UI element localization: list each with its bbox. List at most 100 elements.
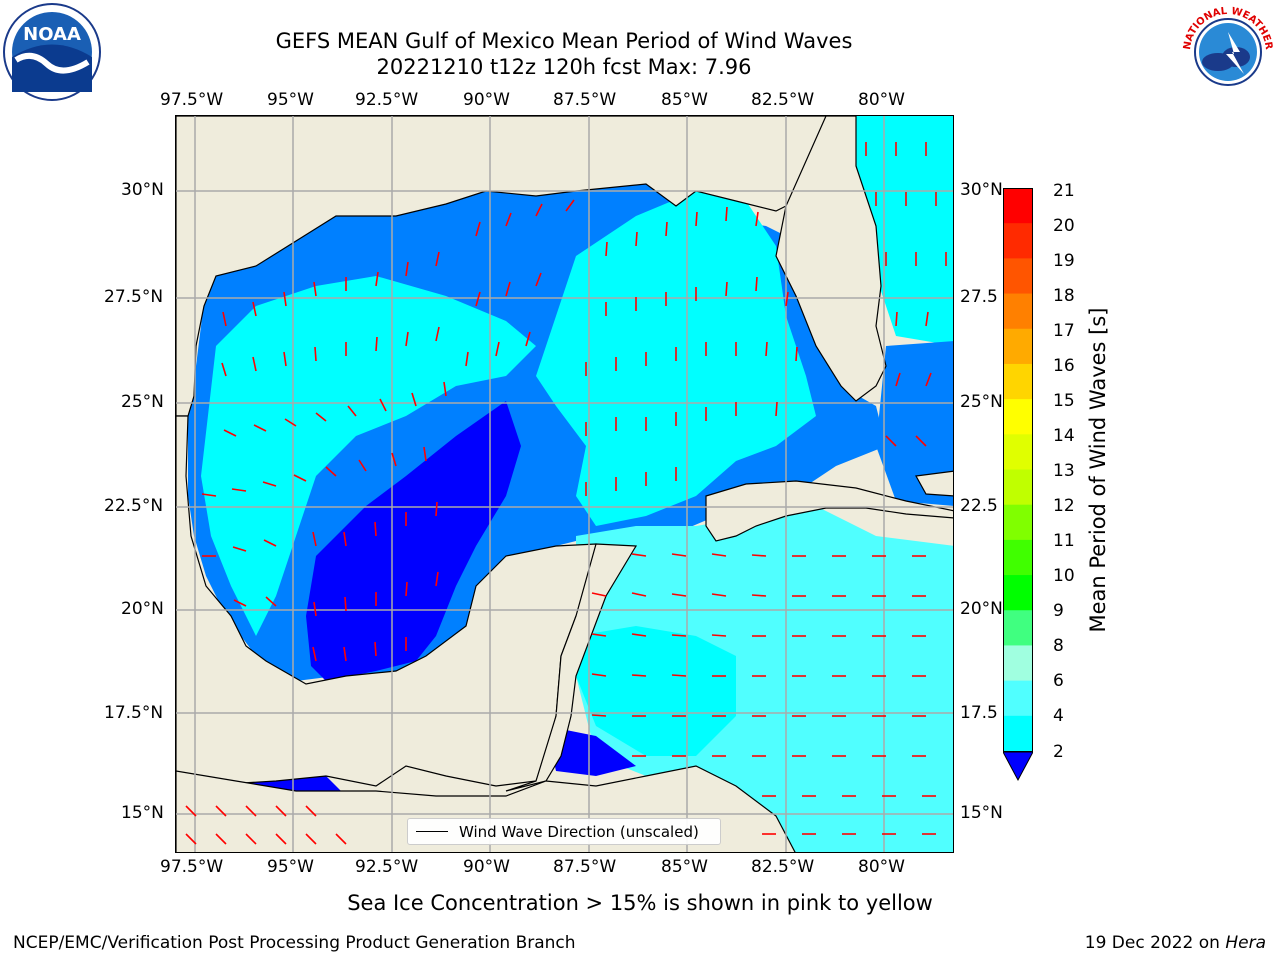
lon-label-top: 90°W (463, 90, 510, 110)
colorbar-tick: 20 (1053, 216, 1075, 236)
colorbar (1003, 188, 1033, 782)
colorbar-cell (1003, 434, 1033, 470)
gulf-arrows (201, 199, 575, 662)
colorbar-cell (1003, 293, 1033, 330)
pacific-arrows (185, 805, 347, 845)
lon-label-top: 82.5°W (751, 90, 815, 110)
colorbar-tick: 4 (1053, 706, 1064, 726)
lat-label-left: 30°N (121, 180, 164, 200)
wind-wave-arrows (185, 142, 947, 845)
land-cuba (705, 480, 953, 542)
lat-label-left: 15°N (121, 803, 164, 823)
lat-label-left: 25°N (121, 392, 164, 412)
caribbean-field-4-6 (576, 626, 736, 756)
lon-label-bottom: 80°W (858, 857, 905, 877)
colorbar-tick: 2 (1053, 742, 1064, 762)
colorbar-cell (1003, 715, 1033, 752)
legend-label: Wind Wave Direction (unscaled) (459, 823, 699, 841)
atlantic-arrows (865, 142, 947, 447)
colorbar-cell (1003, 223, 1033, 259)
colorbar-cell (1003, 680, 1033, 717)
colorbar-cell (1003, 610, 1033, 646)
colorbar-tick: 11 (1053, 531, 1075, 551)
lat-label-right: 30°N (960, 180, 1003, 200)
atlantic-field-4-6 (836, 116, 953, 346)
lon-label-top: 92.5°W (355, 90, 419, 110)
lat-label-right: 20°N (960, 599, 1003, 619)
lat-label-left: 22.5°N (104, 496, 164, 516)
chart-title: GEFS MEAN Gulf of Mexico Mean Period of … (275, 29, 853, 53)
colorbar-tick: 15 (1053, 391, 1075, 411)
lon-label-bottom: 90°W (463, 857, 510, 877)
gulf-field-under-2 (306, 401, 521, 681)
lat-label-right: 15°N (960, 803, 1003, 823)
lat-label-left: 20°N (121, 599, 164, 619)
colorbar-cell (1003, 504, 1033, 541)
caribbean-arrows (591, 553, 936, 835)
footer-date-text: 19 Dec 2022 on (1084, 933, 1226, 953)
lon-label-bottom: 87.5°W (553, 857, 617, 877)
lat-label-right: 27.5 (960, 287, 998, 307)
footer-date: 19 Dec 2022 on Hera (1085, 933, 1266, 953)
gulf-field-4-6 (201, 276, 536, 636)
colorbar-cell (1003, 469, 1033, 506)
gridlines (176, 116, 953, 852)
atlantic-field-2-4 (876, 341, 953, 506)
colorbar-cell (1003, 188, 1033, 224)
colorbar-tick: 17 (1053, 321, 1075, 341)
colorbar-tick: 21 (1053, 181, 1075, 201)
east-gulf-arrows (585, 206, 798, 496)
lon-label-top: 95°W (267, 90, 314, 110)
lon-label-top: 85°W (661, 90, 708, 110)
footer-credit: NCEP/EMC/Verification Post Processing Pr… (13, 933, 576, 953)
lat-label-right: 25°N (960, 392, 1003, 412)
colorbar-tick: 18 (1053, 286, 1075, 306)
colorbar-tick: 14 (1053, 426, 1075, 446)
lon-label-bottom: 92.5°W (355, 857, 419, 877)
land-yucatan (505, 543, 638, 792)
colorbar-cell (1003, 328, 1033, 365)
footer-host: Hera (1225, 933, 1266, 953)
colorbar-tick: 6 (1053, 671, 1064, 691)
colorbar-cell (1003, 363, 1033, 400)
colorbar-tick: 9 (1053, 601, 1064, 621)
colorbar-title: Mean Period of Wind Waves [s] (1086, 307, 1110, 633)
lon-label-bottom: 95°W (267, 857, 314, 877)
map-svg (176, 116, 953, 852)
land-florida (775, 116, 887, 402)
map-panel (175, 115, 954, 853)
colorbar-tick: 10 (1053, 566, 1075, 586)
lon-label-bottom: 85°W (661, 857, 708, 877)
lon-label-top: 80°W (858, 90, 905, 110)
colorbar-cell (1003, 399, 1033, 435)
colorbar-tick: 19 (1053, 251, 1075, 271)
nws-logo: NATIONAL WEATHER SERVICE (1178, 2, 1275, 99)
lon-label-top: 97.5°W (160, 90, 224, 110)
honduras-field-under-2 (546, 726, 636, 776)
lon-label-bottom: 82.5°W (751, 857, 815, 877)
colorbar-cells (1003, 188, 1033, 752)
sea-ice-note: Sea Ice Concentration > 15% is shown in … (347, 891, 933, 915)
colorbar-cell (1003, 258, 1033, 295)
colorbar-tick: 16 (1053, 356, 1075, 376)
lat-label-right: 22.5 (960, 496, 998, 516)
lon-label-top: 87.5°W (553, 90, 617, 110)
lat-label-left: 27.5°N (104, 287, 164, 307)
land-bahamas (915, 470, 953, 497)
colorbar-extend-arrow (1003, 751, 1033, 782)
chart-subtitle: 20221210 t12z 120h fcst Max: 7.96 (376, 55, 752, 79)
colorbar-cell (1003, 575, 1033, 611)
map-legend: Wind Wave Direction (unscaled) (407, 818, 721, 845)
lon-label-bottom: 97.5°W (160, 857, 224, 877)
noaa-logo: NOAA (3, 3, 101, 101)
legend-line-swatch (416, 831, 448, 832)
colorbar-tick: 13 (1053, 461, 1075, 481)
lat-label-right: 17.5 (960, 703, 998, 723)
colorbar-cell (1003, 645, 1033, 682)
lat-label-left: 17.5°N (104, 703, 164, 723)
wave-period-field (176, 116, 953, 852)
caribbean-field-6-8 (576, 506, 953, 852)
colorbar-tick: 8 (1053, 636, 1064, 656)
colorbar-cell (1003, 539, 1033, 576)
colorbar-tick: 12 (1053, 496, 1075, 516)
